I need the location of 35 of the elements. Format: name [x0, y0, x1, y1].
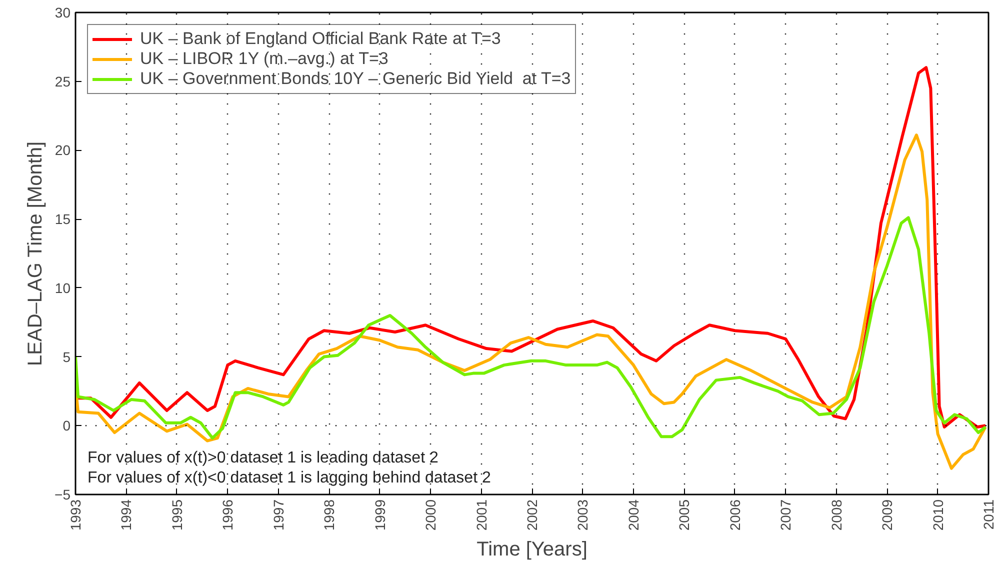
x-tick-label: 2009 — [879, 499, 896, 531]
x-tick-label: 2002 — [524, 499, 540, 531]
annotation: For values of x(t)>0 dataset 1 is leading dataset 2 — [88, 450, 438, 466]
x-tick-label: 2008 — [828, 499, 844, 531]
y-tick-label: 25 — [54, 73, 71, 90]
legend-label: UK – Government Bonds 10Y – Generic Bid Yield at T=3 — [140, 69, 571, 89]
y-axis-title: LEAD–LAG Time [Month] — [24, 141, 47, 366]
line-series — [76, 216, 987, 440]
x-tick-label: 2003 — [574, 499, 591, 531]
x-tick-label: 2010 — [930, 499, 946, 531]
x-tick-label: 1994 — [118, 499, 134, 531]
x-tick-label: 2007 — [778, 499, 794, 531]
x-tick-label: 2005 — [676, 499, 692, 531]
x-tick-label: 1997 — [270, 499, 286, 531]
x-tick-label: 1996 — [220, 499, 236, 531]
x-tick-label: 1998 — [321, 499, 338, 531]
legend-label: UK – LIBOR 1Y (m.–avg.) at T=3 — [140, 49, 388, 69]
y-tick-label: 15 — [54, 211, 71, 228]
y-tick-label: 5 — [62, 348, 71, 365]
x-tick-label: 2000 — [422, 499, 439, 531]
annotation: For values of x(t)<0 dataset 1 is lagging behind dataset 2 — [88, 470, 491, 486]
y-tick-label: 0 — [62, 418, 71, 434]
line-series — [76, 66, 987, 429]
x-tick-label: 2006 — [726, 499, 743, 531]
x-axis-title: Time [Years] — [476, 538, 588, 561]
y-tick-label: 10 — [54, 280, 71, 296]
x-tick-label: 1995 — [168, 499, 185, 531]
legend-label: UK – Bank of England Official Bank Rate at T=3 — [140, 29, 501, 49]
x-tick-label: 1999 — [372, 499, 388, 531]
x-tick-label: 2004 — [625, 499, 642, 531]
x-tick-label: 2011 — [980, 499, 996, 530]
line-series — [76, 134, 987, 470]
x-tick-label: 2001 — [473, 499, 490, 531]
y-tick-label: 20 — [54, 142, 71, 158]
y-tick-label: 30 — [54, 4, 71, 20]
